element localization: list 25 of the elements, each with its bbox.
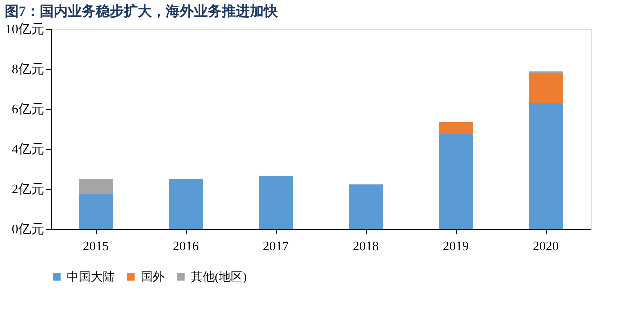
chart-title: 图7：国内业务稳步扩大，海外业务推进加快 <box>5 3 279 20</box>
bar <box>439 134 473 229</box>
y-tick-label: 8亿元 <box>12 62 44 76</box>
x-tick-label: 2018 <box>353 238 379 254</box>
bar <box>79 179 113 194</box>
bar <box>439 122 473 134</box>
x-tick-label: 2016 <box>173 238 200 254</box>
y-tick-label: 6亿元 <box>12 102 44 116</box>
bar <box>169 179 203 229</box>
x-tick-label: 2017 <box>263 238 290 254</box>
y-tick-label: 4亿元 <box>12 142 44 156</box>
bar <box>79 194 113 229</box>
legend-label: 国外 <box>141 270 165 284</box>
legend-label: 其他(地区) <box>191 270 247 284</box>
legend-label: 中国大陆 <box>67 270 115 284</box>
y-tick-label: 2亿元 <box>12 182 44 196</box>
bar <box>259 176 293 229</box>
x-tick-label: 2020 <box>533 238 559 254</box>
bar <box>529 103 563 229</box>
y-tick-label: 10亿元 <box>6 22 44 36</box>
y-tick-label: 0亿元 <box>12 222 44 236</box>
x-tick-label: 2019 <box>443 238 469 254</box>
x-tick-label: 2015 <box>83 238 109 254</box>
bar <box>529 73 563 103</box>
bar <box>349 184 383 229</box>
